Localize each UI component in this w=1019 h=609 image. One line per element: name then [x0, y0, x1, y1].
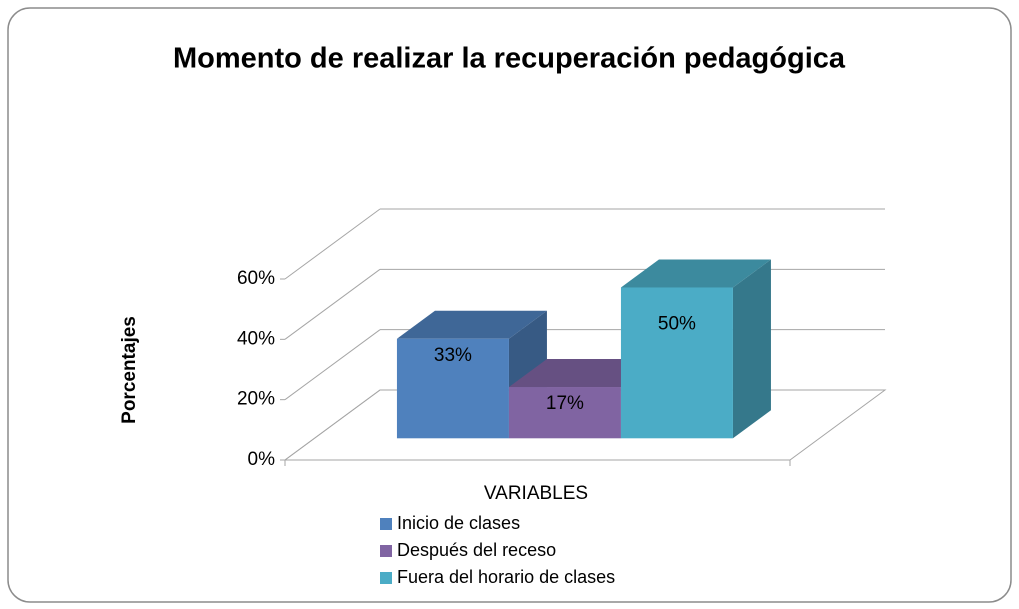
legend-label: Fuera del horario de clases [397, 567, 615, 587]
bar [508, 387, 621, 439]
grid-line [284, 329, 381, 401]
legend-swatch [380, 518, 392, 530]
y-tick-label: 60% [237, 268, 275, 289]
legend-label: Después del receso [397, 540, 556, 560]
bar-side [732, 259, 771, 439]
y-tick-label: 0% [248, 449, 276, 470]
legend-swatch [380, 545, 392, 557]
bar-top [620, 259, 771, 288]
chart-frame [7, 7, 1012, 603]
y-axis-label: Porcentajes [119, 316, 140, 424]
legend-label: Inicio de clases [397, 513, 520, 533]
y-tick-label: 40% [237, 328, 275, 349]
bar [396, 338, 509, 439]
value-label: 33% [434, 345, 472, 366]
x-axis-label: VARIABLES [484, 483, 588, 504]
chart-title: Momento de realizar la recuperación peda… [173, 43, 846, 75]
bar [620, 287, 733, 439]
grid-line [284, 389, 381, 461]
y-tick-label: 20% [237, 389, 275, 410]
grid-line [284, 208, 381, 280]
bar-top [396, 310, 547, 339]
grid-line [284, 268, 381, 340]
legend-swatch [380, 572, 392, 584]
value-label: 17% [546, 393, 584, 414]
value-label: 50% [658, 313, 696, 334]
